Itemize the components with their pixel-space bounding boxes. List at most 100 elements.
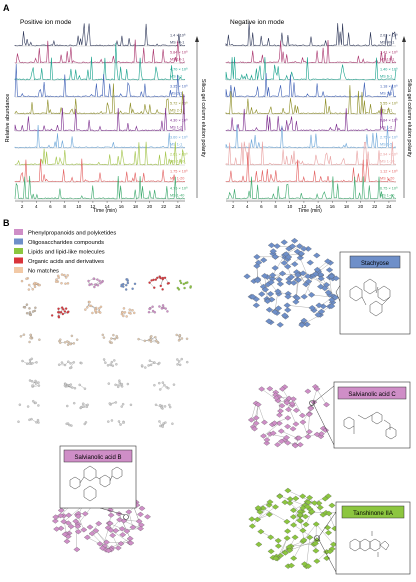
network-node <box>156 276 159 280</box>
network-node <box>284 254 293 260</box>
network-node <box>265 306 274 313</box>
network-node <box>266 386 274 392</box>
network-node <box>301 513 309 520</box>
network-node <box>180 337 184 340</box>
positive-trace <box>14 42 186 81</box>
network-node <box>69 362 72 365</box>
network-node <box>158 361 161 365</box>
network-node <box>166 310 169 313</box>
network-node <box>286 496 294 502</box>
network-node <box>179 281 183 285</box>
positive-trace-intensity: 3.60 × 10⁸ <box>170 136 188 140</box>
network-node <box>285 395 293 401</box>
network-node <box>32 310 35 313</box>
network-node <box>114 545 122 551</box>
network-node <box>32 400 35 403</box>
network-node <box>278 270 287 277</box>
negative-ion-chromatograms: Negative ion mode Silica gel column elut… <box>225 19 412 214</box>
network-node <box>117 420 121 423</box>
network-node <box>312 548 320 554</box>
network-node <box>285 279 293 286</box>
network-node <box>151 309 155 313</box>
network-node <box>133 282 137 286</box>
network-node <box>330 541 338 548</box>
network-node <box>129 403 133 407</box>
x-tick-label: 14 <box>105 204 111 209</box>
network-node <box>306 534 314 541</box>
network-node <box>148 281 151 284</box>
network-node <box>118 379 121 382</box>
positive-mode-title: Positive ion mode <box>20 19 72 26</box>
network-node <box>113 359 116 362</box>
network-node <box>158 420 161 423</box>
network-node <box>25 303 29 306</box>
network-node <box>28 418 31 422</box>
network-node <box>92 528 100 534</box>
network-node <box>124 288 128 291</box>
network-node <box>66 422 70 425</box>
network-node <box>99 282 102 285</box>
negative-trace-intensity: 6.75 × 10⁸ <box>380 187 398 191</box>
network-node <box>299 527 307 534</box>
positive-trace-name: MS 1-20 <box>170 176 184 180</box>
x-tick-label: 16 <box>330 204 336 209</box>
network-node <box>64 382 67 386</box>
network-node <box>131 287 134 290</box>
network-node <box>96 278 99 281</box>
network-node <box>313 558 321 564</box>
network-node <box>290 522 298 528</box>
network-node <box>297 250 305 257</box>
network-node <box>298 322 306 328</box>
network-node <box>162 422 165 425</box>
stachyose-structure <box>349 278 391 317</box>
positive-trace-intensity: 4.70 × 10⁸ <box>170 68 188 72</box>
network-node <box>323 555 331 561</box>
network-oligosaccharides <box>243 237 340 328</box>
network-node <box>316 504 324 511</box>
negative-trace <box>225 22 397 47</box>
network-node <box>261 273 269 279</box>
negative-trace-intensity: 1.18 × 10⁸ <box>380 85 398 89</box>
network-node <box>273 395 280 401</box>
network-node <box>305 411 313 418</box>
network-node <box>60 361 64 364</box>
network-node <box>289 514 297 520</box>
network-node <box>108 402 111 405</box>
network-node <box>300 537 308 543</box>
network-node <box>161 425 164 428</box>
small-molecular-networks <box>17 273 192 428</box>
network-node <box>308 508 316 515</box>
network-node <box>276 321 284 328</box>
network-node <box>82 405 85 408</box>
network-node <box>70 334 74 338</box>
network-node <box>34 306 37 309</box>
network-node <box>91 311 94 315</box>
network-node <box>186 281 189 284</box>
network-node <box>306 494 314 501</box>
network-node <box>106 364 110 367</box>
network-node <box>292 299 300 305</box>
network-node <box>154 403 158 407</box>
network-node <box>109 532 117 538</box>
network-node <box>159 276 162 280</box>
positive-trace-intensity: 1.75 × 10⁸ <box>170 170 188 174</box>
network-node <box>31 288 34 291</box>
network-node <box>100 280 104 284</box>
negative-trace-name: MS 1-20 <box>380 176 394 180</box>
network-node <box>167 386 170 390</box>
network-node <box>102 358 106 361</box>
network-node <box>150 279 153 282</box>
network-node <box>311 540 319 547</box>
network-node <box>294 272 302 278</box>
network-node <box>67 360 70 363</box>
network-node <box>121 403 125 406</box>
salvianolic-acid-c-structure <box>343 411 397 440</box>
network-node <box>20 279 24 283</box>
negative-mode-title: Negative ion mode <box>230 19 285 26</box>
network-node <box>292 407 300 413</box>
positive-trace <box>14 124 186 149</box>
network-node <box>310 500 318 506</box>
network-node <box>274 288 282 295</box>
network-node <box>28 283 31 287</box>
network-node <box>34 401 37 405</box>
